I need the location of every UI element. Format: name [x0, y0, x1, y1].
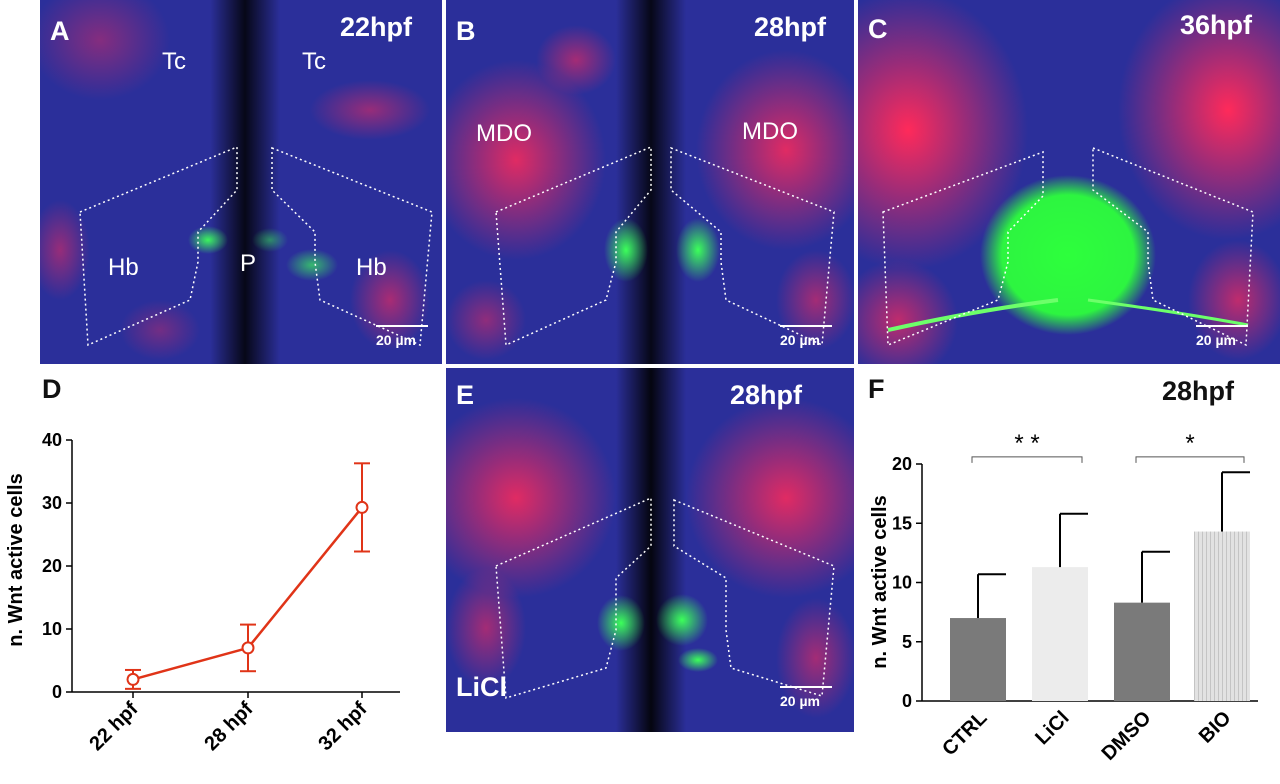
panel-f-stage: 28hpf [1162, 376, 1235, 406]
panel-f-chart: F 28hpf 0 5 10 15 20 CTRL LiCl DMSO BIO * * * n. … [858, 368, 1280, 784]
panel-f-y-tick-label: 5 [902, 632, 912, 652]
panel-a-label: A [50, 16, 70, 46]
panel-d-data-point [241, 641, 255, 655]
panel-b-scale-bar [780, 325, 832, 327]
panel-d-y-tick-label: 0 [52, 682, 62, 702]
panel-f-bar-ctrl [950, 618, 1006, 701]
panel-f-label: F [868, 374, 885, 404]
panel-f-significance-bracket [971, 456, 1083, 463]
panel-d-y-tick-label: 20 [42, 556, 62, 576]
panel-c-stage: 36hpf [1180, 10, 1253, 40]
panel-f-bar-dmso [1114, 602, 1170, 701]
panel-b-stage: 28hpf [754, 12, 827, 42]
mdo-left-label: MDO [476, 120, 532, 147]
panel-d-y-axis-label: n. Wnt active cells [5, 473, 27, 646]
panel-b-image [446, 0, 854, 364]
panel-b-label: B [456, 16, 476, 46]
panel-f-significance-label: * [1185, 430, 1194, 457]
panel-c-scale-bar [1196, 325, 1248, 327]
pineal-label: P [240, 250, 257, 277]
panel-a-image [40, 0, 442, 364]
panel-b-scale-text: 20 µm [780, 332, 820, 348]
panel-d-y-tick-label: 30 [42, 493, 62, 513]
hb-right-label: Hb [356, 254, 387, 281]
panel-d-data-point [126, 672, 140, 686]
panel-e-scale-bar [780, 686, 832, 688]
hb-left-label: Hb [108, 254, 139, 281]
panel-f-significance-label: * * [1014, 430, 1039, 457]
panel-d-label: D [42, 374, 62, 404]
panel-e-scale-text: 20 µm [780, 693, 820, 709]
panel-e-micrograph: E 28hpf LiCl 20 µm [446, 368, 854, 732]
panel-f-x-tick-label: DMSO [1098, 707, 1156, 765]
panel-e-treatment: LiCl [456, 672, 507, 702]
panel-d-plot: 0 10 20 30 40 22 hpf 28 hpf 32 hpf n. Wnt activ… [5, 430, 400, 755]
panel-d-data-point [355, 500, 369, 514]
panel-d-x-tick-label: 32 hpf [314, 698, 371, 755]
panel-f-plot: 0 5 10 15 20 CTRL LiCl DMSO BIO * * * n. Wnt acti… [869, 430, 1258, 765]
panel-e-stage: 28hpf [730, 380, 803, 410]
panel-a-stage: 22hpf [340, 12, 413, 42]
panel-c-image [858, 0, 1280, 364]
mdo-right-label: MDO [742, 118, 798, 145]
panel-e-image [446, 368, 854, 732]
panel-d-x-tick-label: 22 hpf [85, 698, 142, 755]
panel-f-y-tick-label: 0 [902, 691, 912, 711]
panel-f-x-tick-label: CTRL [938, 707, 991, 760]
panel-d-y-tick-label: 10 [42, 619, 62, 639]
panel-f-x-tick-label: LiCl [1031, 707, 1073, 749]
panel-d-y-tick-label: 40 [42, 430, 62, 450]
panel-e-label: E [456, 380, 475, 410]
tc-left-label: Tc [162, 48, 186, 75]
panel-f-y-axis-label: n. Wnt active cells [869, 495, 891, 668]
panel-d-x-tick-label: 28 hpf [200, 698, 257, 755]
panel-c-label: C [868, 14, 888, 44]
panel-f-y-tick-label: 10 [892, 573, 912, 593]
panel-f-bar-bio [1194, 531, 1250, 701]
panel-a-scale-text: 20 µm [376, 332, 416, 348]
panel-c-micrograph: C 36hpf 20 µm [858, 0, 1280, 364]
panel-a-scale-bar [376, 325, 428, 327]
panel-f-significance-bracket [1135, 456, 1245, 463]
panel-f-x-tick-label: BIO [1195, 707, 1236, 748]
tc-right-label: Tc [302, 48, 326, 75]
panel-a-micrograph: A 22hpf Tc Tc Hb P Hb 20 µm [40, 0, 442, 364]
panel-f-y-tick-label: 15 [892, 513, 912, 533]
panel-b-micrograph: B 28hpf MDO MDO 20 µm [446, 0, 854, 364]
panel-c-scale-text: 20 µm [1196, 332, 1236, 348]
panel-f-bar-licl [1032, 567, 1088, 701]
panel-f-y-tick-label: 20 [892, 454, 912, 474]
panel-d-chart: D 0 10 20 30 40 22 hpf 28 hpf 32 hpf n. Wnt act… [0, 368, 442, 784]
